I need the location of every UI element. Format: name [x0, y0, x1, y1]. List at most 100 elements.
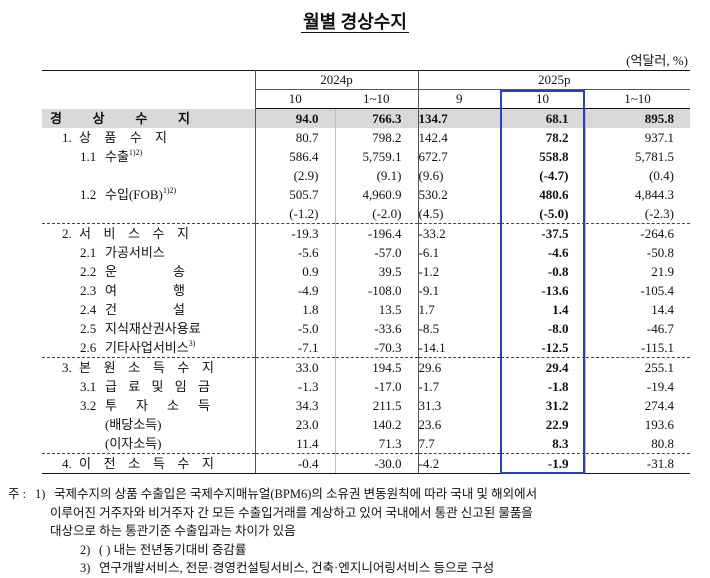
note-line: 3) 연구개발서비스, 전문·경영컨설팅서비스, 건축·엔지니어링서비스 등으로 …: [8, 559, 708, 578]
row-label: 2.1 가공서비스: [42, 243, 256, 262]
value-cell: (-5.0): [499, 204, 585, 224]
value-cell: -5.6: [254, 243, 335, 262]
value-cell: 194.5: [334, 357, 418, 377]
row-number: 2.6: [80, 340, 97, 355]
value-cell: -30.0: [334, 453, 418, 474]
column-header: 1~10: [335, 89, 418, 109]
column-header: 1~10: [585, 89, 690, 109]
table-row: 3.2 투 자 소 득 34.3 211.5 31.3 31.2 274.4: [42, 396, 690, 415]
value-cell: (-2.0): [334, 204, 418, 224]
row-label: 3.1 급 료 및 임 금: [42, 377, 256, 396]
header-row: 2024p 2025p: [42, 70, 690, 109]
row-label: 1.2 수입(FOB)1)2): [42, 185, 256, 204]
group-header: 2025p: [417, 70, 690, 90]
note-text: 연구개발서비스, 전문·경영컨설팅서비스, 건축·엔지니어링서비스 등으로 구성: [99, 561, 495, 575]
value-cell: -1.9: [499, 453, 585, 474]
value-cell: -19.3: [254, 223, 335, 243]
row-label-text: 투 자 소 득: [105, 398, 210, 413]
value-cell: 29.4: [499, 357, 585, 377]
table-wrap: 2024p 2025p 10 1~10 9 10 1~10 경 상 수 지 94.0 766.3…: [42, 70, 690, 474]
column-header: 9: [417, 89, 500, 109]
row-number: 1.1: [80, 149, 97, 164]
value-cell: -50.8: [584, 243, 690, 262]
value-cell: -14.1: [417, 338, 500, 358]
notes: 주 : 1) 국제수지의 상품 수출입은 국제수지매뉴얼(BPM6)의 소유권 변동…: [8, 485, 708, 578]
table-row: 2.6 기타사업서비스3) -7.1 -70.3 -14.1 -12.5 -115.1: [42, 338, 690, 358]
value-cell: 193.6: [584, 415, 690, 434]
unit: (억달러, %): [626, 53, 688, 68]
row-label: (배당소득): [42, 415, 256, 434]
row-number: 2.2: [80, 264, 97, 279]
row-number: 2.1: [80, 245, 97, 260]
footnote-ref: 1)2): [162, 186, 177, 195]
value-cell: -4.2: [417, 453, 500, 474]
value-cell: -7.1: [254, 338, 335, 358]
value-cell: 23.6: [417, 415, 500, 434]
value-cell: 31.3: [417, 396, 500, 415]
value-cell: -1.2: [417, 262, 500, 281]
value-cell: 255.1: [584, 357, 690, 377]
value-cell: 4,960.9: [334, 185, 418, 204]
value-cell: 4,844.3: [584, 185, 690, 204]
row-number: 2.4: [80, 302, 97, 317]
row-label-text: (배당소득): [105, 417, 162, 432]
value-cell: 11.4: [254, 434, 335, 454]
value-cell: 21.9: [584, 262, 690, 281]
value-cell: 33.0: [254, 357, 335, 377]
value-cell: -33.6: [334, 319, 418, 338]
value-cell: -108.0: [334, 281, 418, 300]
table-row: 2. 서 비 스 수 지 -19.3 -196.4 -33.2 -37.5 -264.6: [42, 223, 690, 243]
value-cell: -5.0: [254, 319, 335, 338]
row-label: [42, 166, 256, 185]
value-cell: 29.6: [417, 357, 500, 377]
row-label-text: 급 료 및 임 금: [105, 379, 210, 394]
table-row: 경 상 수 지 94.0 766.3 134.7 68.1 895.8: [42, 108, 690, 128]
row-label: [42, 204, 256, 224]
value-cell: 505.7: [254, 185, 335, 204]
value-cell: -19.4: [584, 377, 690, 396]
value-cell: 68.1: [499, 108, 585, 128]
value-cell: 766.3: [334, 108, 418, 128]
row-label: 2. 서 비 스 수 지: [42, 223, 256, 243]
title: 월별 경상수지: [0, 8, 710, 34]
row-label: 3.2 투 자 소 득: [42, 396, 256, 415]
row-number: 3.: [62, 360, 72, 375]
row-label-text: 이 전 소 득 수 지: [79, 456, 214, 471]
value-cell: 672.7: [417, 147, 500, 166]
row-label: 2.3 여 행: [42, 281, 256, 300]
row-number: 4.: [62, 456, 72, 471]
row-label-text: 운 송: [105, 264, 185, 279]
row-label-text: 기타사업서비스3): [105, 339, 196, 355]
value-cell: 274.4: [584, 396, 690, 415]
value-cell: (-4.7): [499, 166, 585, 185]
row-label: 2.6 기타사업서비스3): [42, 338, 256, 358]
value-cell: 480.6: [499, 185, 585, 204]
value-cell: 937.1: [584, 128, 690, 147]
value-cell: 530.2: [417, 185, 500, 204]
note-line: 주 : 1) 국제수지의 상품 수출입은 국제수지매뉴얼(BPM6)의 소유권 변동…: [8, 485, 708, 504]
table-row: 4. 이 전 소 득 수 지 -0.4 -30.0 -4.2 -1.9 -31.8: [42, 453, 690, 474]
value-cell: -196.4: [334, 223, 418, 243]
group-header: 2024p: [255, 70, 418, 90]
value-cell: -57.0: [334, 243, 418, 262]
value-cell: -0.4: [254, 453, 335, 474]
value-cell: 558.8: [499, 147, 585, 166]
table-row: 1.1 수출1)2) 586.4 5,759.1 672.7 558.8 5,781.5: [42, 147, 690, 166]
footnote-ref: 3): [188, 339, 196, 348]
value-cell: -9.1: [417, 281, 500, 300]
value-cell: -31.8: [584, 453, 690, 474]
row-label-text: 가공서비스: [105, 245, 165, 260]
value-cell: -115.1: [584, 338, 690, 358]
value-cell: -1.8: [499, 377, 585, 396]
row-number: 2.3: [80, 283, 97, 298]
note-text: ( ) 내는 전년동기대비 증감률: [99, 542, 247, 557]
row-label-text: 서 비 스 수 지: [79, 226, 189, 241]
value-cell: 0.9: [254, 262, 335, 281]
column-header: 10: [255, 89, 335, 109]
row-label-text: (이자소득): [105, 436, 162, 451]
value-cell: -1.7: [417, 377, 500, 396]
note-line: 대상으로 하는 통관기준 수출입과는 차이가 있음: [8, 522, 708, 541]
data-table: 2024p 2025p 10 1~10 9 10 1~10 경 상 수 지 94.0 766.3…: [42, 70, 690, 474]
table-body: 경 상 수 지 94.0 766.3 134.7 68.1 895.8 1. 상 품 수 지 8…: [42, 108, 690, 474]
row-label: 4. 이 전 소 득 수 지: [42, 453, 256, 474]
